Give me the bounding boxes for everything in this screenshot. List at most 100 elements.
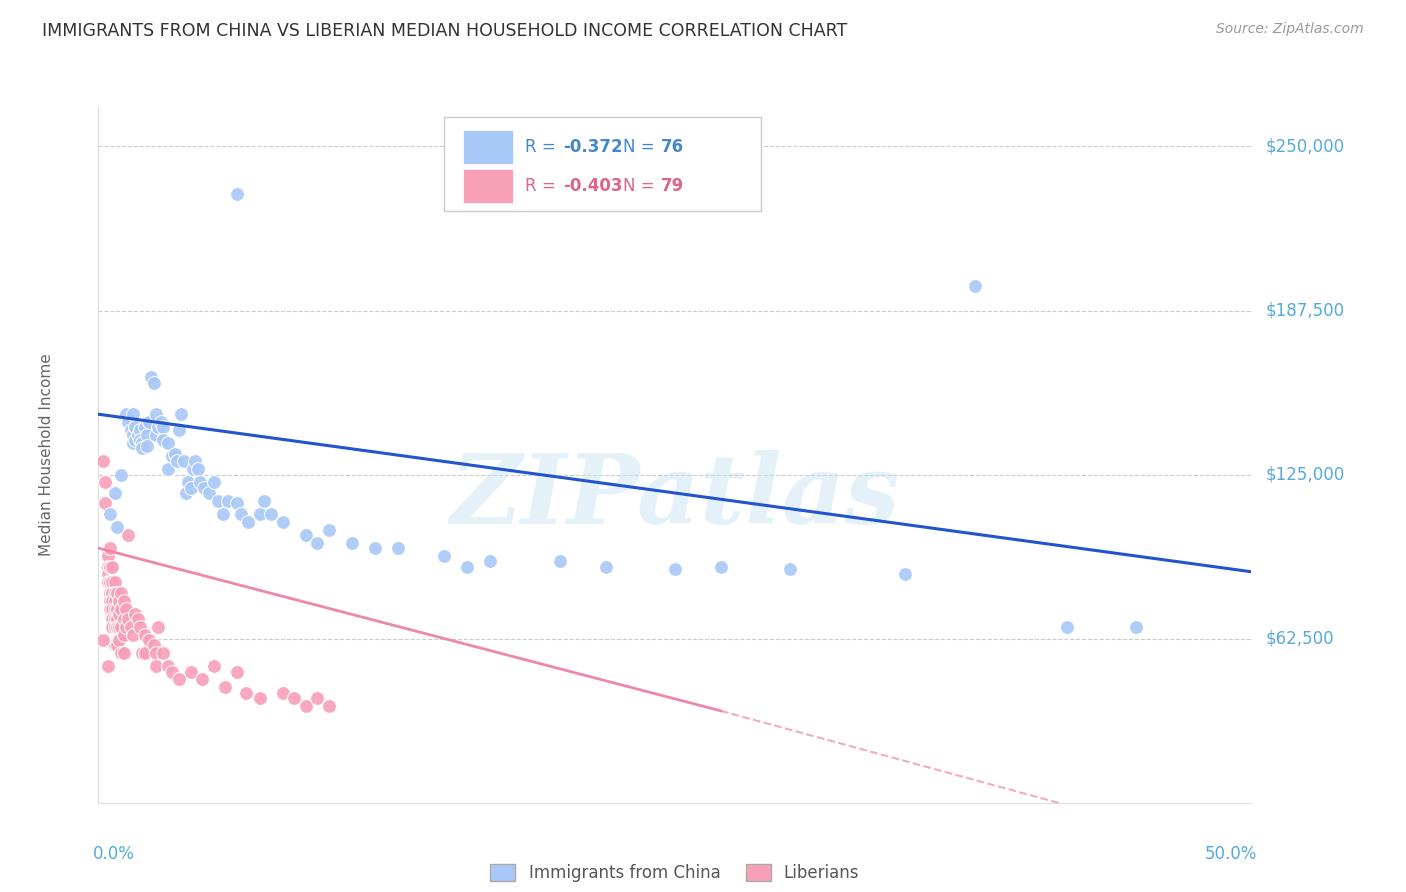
Text: 76: 76: [661, 138, 685, 156]
Point: [231, 507, 253, 521]
Text: 79: 79: [661, 178, 685, 195]
Point: [152, 434, 174, 448]
Point: [98, 559, 121, 574]
Point: [115, 601, 138, 615]
Point: [135, 428, 157, 442]
Point: [91, 633, 114, 648]
Point: [110, 620, 132, 634]
Legend: Immigrants from China, Liberians: Immigrants from China, Liberians: [484, 857, 866, 888]
Point: [180, 665, 202, 679]
Point: [94, 475, 117, 490]
Point: [664, 562, 686, 576]
Text: R =: R =: [524, 138, 561, 156]
Point: [340, 536, 363, 550]
Point: [152, 420, 174, 434]
Point: [103, 612, 125, 626]
Point: [170, 407, 193, 421]
Point: [134, 646, 156, 660]
Point: [97, 567, 120, 582]
Point: [148, 420, 170, 434]
Text: -0.403: -0.403: [562, 178, 623, 195]
Point: [149, 415, 172, 429]
Point: [180, 481, 202, 495]
Point: [145, 407, 167, 421]
Point: [129, 423, 152, 437]
Point: [105, 620, 128, 634]
Point: [433, 549, 456, 563]
Point: [238, 515, 260, 529]
Point: [110, 467, 132, 482]
Point: [110, 601, 132, 615]
Point: [108, 607, 131, 621]
Point: [103, 601, 125, 615]
Point: [188, 475, 211, 490]
Point: [115, 620, 138, 634]
Point: [98, 575, 121, 590]
Point: [131, 436, 153, 450]
Point: [173, 454, 195, 468]
Text: 0.0%: 0.0%: [93, 845, 135, 863]
Point: [271, 685, 294, 699]
Point: [110, 646, 132, 660]
Point: [103, 593, 125, 607]
Point: [235, 685, 257, 699]
Point: [318, 523, 340, 537]
Point: [120, 620, 142, 634]
Point: [134, 628, 156, 642]
Point: [249, 507, 271, 521]
Point: [120, 423, 142, 437]
Text: -0.372: -0.372: [562, 138, 623, 156]
Point: [127, 428, 149, 442]
Point: [283, 690, 305, 705]
FancyBboxPatch shape: [444, 118, 762, 211]
Text: N =: N =: [623, 138, 659, 156]
Point: [108, 633, 131, 648]
Point: [207, 494, 229, 508]
FancyBboxPatch shape: [463, 169, 513, 202]
Point: [127, 612, 149, 626]
Point: [98, 593, 121, 607]
Point: [97, 575, 120, 590]
Point: [112, 646, 135, 660]
Point: [364, 541, 387, 555]
Point: [117, 415, 139, 429]
Point: [103, 575, 125, 590]
Point: [103, 638, 125, 652]
Point: [160, 449, 183, 463]
Point: [124, 420, 146, 434]
Point: [141, 370, 163, 384]
Point: [963, 278, 986, 293]
Point: [91, 454, 114, 468]
Point: [138, 415, 160, 429]
Point: [177, 475, 200, 490]
Text: R =: R =: [524, 178, 561, 195]
Text: $250,000: $250,000: [1265, 137, 1344, 155]
Point: [105, 612, 128, 626]
Point: [108, 593, 131, 607]
Point: [156, 436, 179, 450]
Point: [260, 507, 283, 521]
Point: [212, 507, 235, 521]
Point: [253, 494, 276, 508]
Point: [138, 633, 160, 648]
Point: [225, 496, 247, 510]
Point: [145, 646, 167, 660]
Point: [112, 612, 135, 626]
Point: [131, 442, 153, 456]
Point: [97, 659, 120, 673]
Point: [129, 620, 152, 634]
Point: [117, 612, 139, 626]
Point: [105, 520, 128, 534]
Point: [97, 549, 120, 563]
Point: [98, 507, 121, 521]
Text: $62,500: $62,500: [1265, 630, 1334, 648]
Point: [112, 593, 135, 607]
Point: [98, 541, 121, 555]
Point: [1056, 620, 1078, 634]
Point: [156, 659, 179, 673]
Point: [193, 481, 215, 495]
Point: [148, 620, 170, 634]
Text: 50.0%: 50.0%: [1205, 845, 1257, 863]
Point: [145, 428, 167, 442]
Point: [124, 434, 146, 448]
